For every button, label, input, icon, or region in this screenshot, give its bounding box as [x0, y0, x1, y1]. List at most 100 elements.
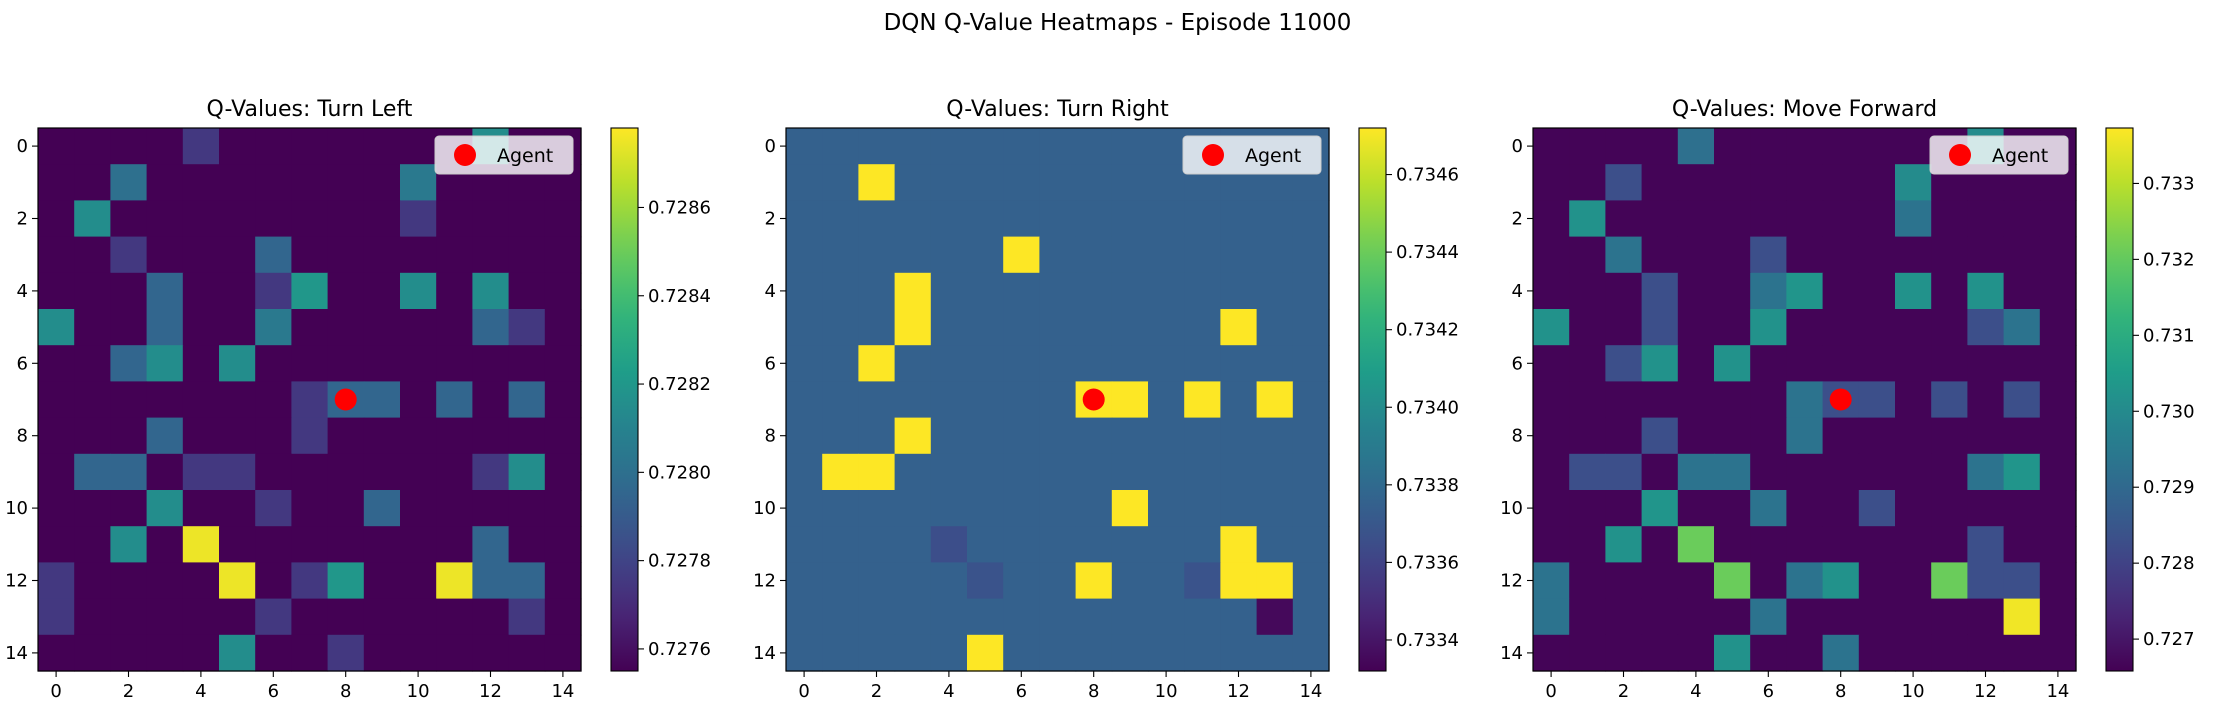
- heatmap-cell: [219, 381, 256, 419]
- heatmap-cell: [1256, 453, 1294, 491]
- heatmap-cell: [1931, 200, 1968, 238]
- heatmap-cell: [38, 309, 75, 346]
- heatmap-cell: [436, 381, 473, 419]
- heatmap-cell: [1184, 562, 1221, 600]
- y-tick-label: 14: [5, 643, 28, 664]
- heatmap-cell: [1003, 598, 1040, 636]
- heatmap-cell: [2003, 309, 2041, 346]
- heatmap-cell: [1184, 417, 1221, 455]
- heatmap-cell: [219, 562, 256, 600]
- heatmap-cell: [1714, 236, 1751, 274]
- heatmap-cell: [1641, 453, 1679, 491]
- heatmap-cell: [327, 490, 365, 527]
- heatmap-cell: [110, 490, 148, 527]
- heatmap-cell: [1605, 381, 1643, 419]
- heatmap-cell: [146, 490, 184, 527]
- x-tick-label: 10: [407, 681, 430, 702]
- heatmap-cell: [363, 164, 401, 201]
- heatmap-cell: [363, 200, 401, 238]
- heatmap-cell: [1822, 128, 1860, 165]
- heatmap-cell: [1641, 309, 1679, 346]
- heatmap-cell: [858, 381, 896, 419]
- heatmap-cell: [146, 417, 184, 455]
- heatmap-cell: [786, 164, 823, 201]
- heatmap-cell: [786, 309, 823, 346]
- heatmap-cell: [1039, 164, 1077, 201]
- heatmap-cell: [858, 164, 896, 201]
- heatmap-cell: [1039, 236, 1077, 274]
- heatmap-cell: [930, 381, 968, 419]
- heatmap-cell: [894, 200, 932, 238]
- heatmap-cell: [1184, 309, 1221, 346]
- heatmap-cell: [1750, 236, 1787, 274]
- x-tick-label: 4: [195, 681, 206, 702]
- heatmap-cell: [1858, 490, 1896, 527]
- axes-frame: [37, 127, 582, 672]
- heatmap-cell: [363, 345, 401, 382]
- heatmap-cell: [786, 598, 823, 636]
- heatmap-cell: [2003, 526, 2041, 563]
- heatmap-cell: [1750, 526, 1787, 563]
- colorbar-tick-label: 0.728: [2143, 553, 2195, 574]
- heatmap-cell: [1569, 200, 1606, 238]
- heatmap-cell: [327, 598, 365, 636]
- heatmap-cell: [1641, 526, 1679, 563]
- heatmap-cell: [1641, 345, 1679, 382]
- heatmap-cell: [1292, 490, 1330, 527]
- heatmap-cell: [508, 236, 546, 274]
- heatmap-cell: [1111, 381, 1149, 419]
- heatmap-cell: [508, 381, 546, 419]
- heatmap-cell: [1677, 345, 1715, 382]
- colorbar-tick-label: 0.729: [2143, 477, 2195, 498]
- heatmap-cell: [219, 128, 256, 165]
- heatmap-cell: [1822, 345, 1860, 382]
- heatmap-cell: [1786, 490, 1824, 527]
- legend-marker: [454, 144, 476, 166]
- heatmap-cell: [363, 309, 401, 346]
- heatmap-cell: [858, 417, 896, 455]
- heatmap-cell: [1148, 164, 1185, 201]
- y-tick-label: 12: [753, 571, 776, 592]
- colorbar-tick-label: 0.7286: [648, 197, 711, 218]
- heatmap-cell: [1039, 309, 1077, 346]
- heatmap-cell: [1786, 164, 1824, 201]
- heatmap-cell: [38, 200, 75, 238]
- colorbar-tick-label: 0.730: [2143, 401, 2195, 422]
- heatmap-cell: [1641, 236, 1679, 274]
- heatmap-cell: [822, 236, 859, 274]
- heatmap-cell: [822, 128, 859, 165]
- heatmap-cell: [858, 128, 896, 165]
- heatmap-cell: [363, 490, 401, 527]
- heatmap-cell: [1184, 345, 1221, 382]
- y-tick-label: 6: [17, 353, 28, 374]
- heatmap-cell: [508, 453, 546, 491]
- colorbar-tick-label: 0.7342: [1396, 320, 1459, 341]
- heatmap-cell: [1967, 309, 2005, 346]
- heatmap-cell: [146, 598, 184, 636]
- heatmap-cell: [146, 200, 184, 238]
- heatmap-cell: [930, 128, 968, 165]
- heatmap-cell: [146, 164, 184, 201]
- heatmap-cell: [363, 453, 401, 491]
- heatmap-cell: [508, 598, 546, 636]
- heatmap-cell: [146, 236, 184, 274]
- heatmap-cell: [1039, 598, 1077, 636]
- heatmap-cell: [1220, 272, 1258, 310]
- heatmap-cell: [327, 236, 365, 274]
- heatmap-cell: [74, 490, 111, 527]
- heatmap-cell: [1533, 164, 1570, 201]
- heatmap-cell: [1967, 272, 2005, 310]
- heatmap-cell: [544, 598, 582, 636]
- heatmap-cell: [1184, 453, 1221, 491]
- heatmap-cell: [544, 309, 582, 346]
- heatmap-cell: [1750, 200, 1787, 238]
- heatmap-cell: [1750, 272, 1787, 310]
- heatmap-cell: [1075, 562, 1113, 600]
- heatmap-cell: [1967, 598, 2005, 636]
- heatmap-cell: [400, 634, 437, 672]
- heatmap-cell: [1003, 345, 1040, 382]
- heatmap-cell: [1039, 345, 1077, 382]
- heatmap-cell: [1641, 634, 1679, 672]
- heatmap-cell: [2003, 453, 2041, 491]
- heatmap-cell: [38, 417, 75, 455]
